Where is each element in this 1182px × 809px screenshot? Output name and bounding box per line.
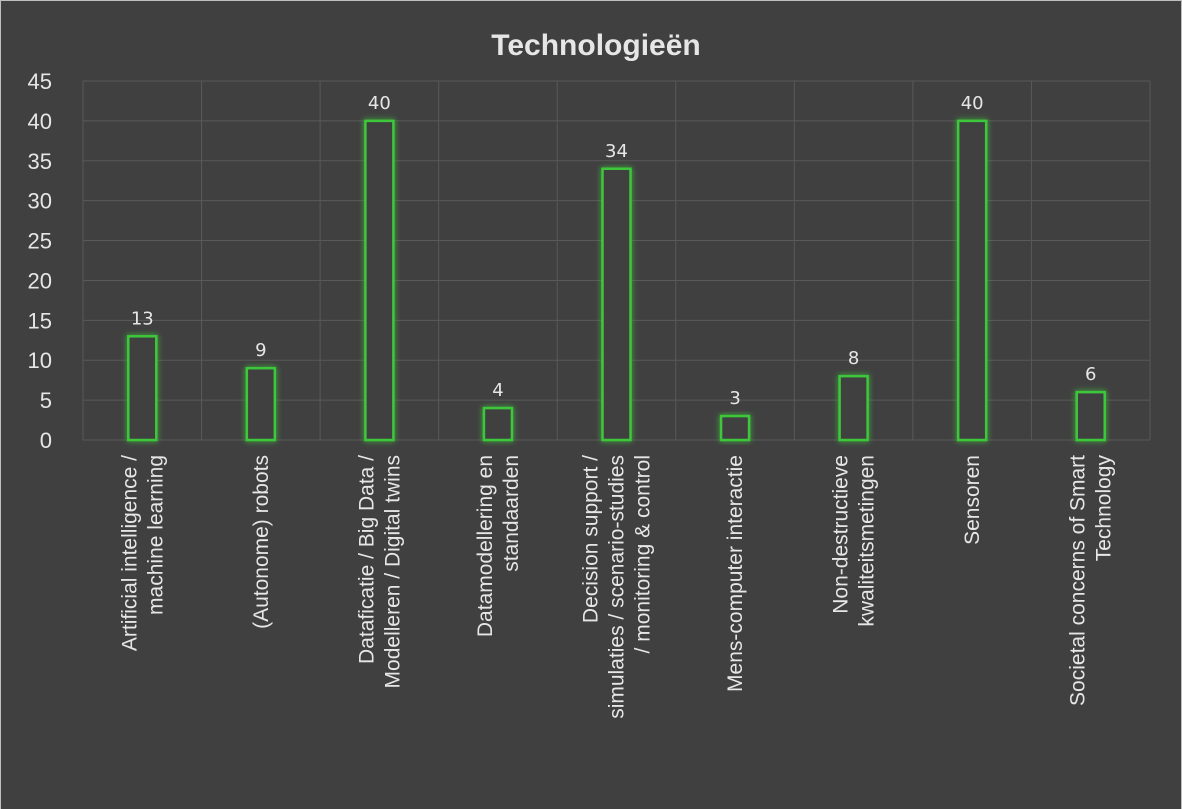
x-tick-label: Sensoren [961,455,984,545]
y-tick-label: 45 [28,69,52,94]
y-tick-label: 10 [28,348,52,373]
bar [719,414,751,442]
bar [364,119,395,442]
data-label: 40 [368,93,391,114]
data-label: 4 [492,380,503,401]
y-tick-label: 15 [28,308,52,333]
y-tick-label: 40 [28,109,52,134]
bar [956,119,988,442]
y-tick-label: 25 [28,229,52,254]
bar [601,167,632,442]
bar [245,366,277,442]
y-tick-label: 0 [40,428,52,453]
x-tick-label: (Autonome) robots [250,455,273,629]
data-label: 3 [729,388,740,409]
bar [838,374,869,442]
x-tick-label: Datamodellering en standaarden [474,455,523,637]
bar [1075,390,1106,442]
y-tick-label: 20 [28,268,52,293]
y-tick-label: 35 [28,149,52,174]
y-tick-label: 30 [28,189,52,214]
x-tick-label: Artificial intelligence / machine learnin… [118,455,167,651]
x-tick-label: Decision support / simulaties / scenario-… [580,455,655,719]
x-tick-label: Dataficatie / Big Data / Modelleren / Dig… [355,455,404,689]
data-label: 13 [131,308,154,329]
data-label: 6 [1085,364,1096,385]
x-tick-label: Mens-computer interactie [724,455,747,692]
bar [127,335,158,442]
chart-title: Technologieën [491,29,700,62]
bar [482,406,514,442]
x-tick-label: Non-destructieve kwaliteitsmetingen [830,455,879,627]
data-label: 9 [255,340,266,361]
y-tick-label: 5 [40,388,52,413]
data-label: 8 [848,348,859,369]
data-label: 34 [605,141,628,162]
x-tick-label: Societal concerns of Smart Technology [1067,455,1116,706]
data-label: 40 [961,93,984,114]
